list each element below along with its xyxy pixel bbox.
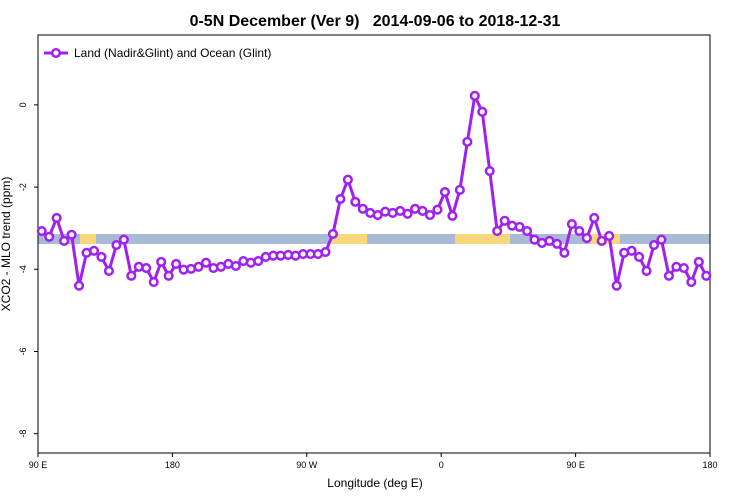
data-point: [103, 265, 114, 276]
data-point: [111, 239, 122, 251]
land-band: [80, 234, 96, 244]
data-point: [499, 215, 510, 226]
data-point: [44, 231, 55, 242]
plot-frame: [37, 34, 711, 454]
land-band: [455, 234, 510, 244]
x-tick-label: 180: [165, 460, 180, 470]
data-point: [402, 208, 413, 219]
data-point: [200, 257, 212, 268]
y-tick-label: -2: [18, 183, 28, 191]
data-point: [686, 276, 697, 288]
chart-title: 0-5N December (Ver 9) 2014-09-06 to 2018…: [190, 13, 561, 30]
data-point: [118, 234, 129, 245]
data-point: [611, 280, 622, 291]
legend-label: Land (Nadir&Glint) and Ocean (Glint): [74, 46, 271, 60]
data-point: [193, 261, 204, 272]
x-tick-label: 90 W: [296, 460, 318, 470]
data-point: [604, 230, 615, 242]
data-point: [171, 258, 182, 269]
data-point: [626, 245, 637, 256]
ocean-band: [38, 234, 710, 244]
data-point: [574, 226, 585, 237]
data-point: [634, 251, 645, 262]
data-point: [126, 270, 137, 281]
data-point: [439, 186, 450, 198]
data-point: [477, 106, 488, 117]
data-point: [51, 212, 62, 223]
data-point: [74, 280, 85, 291]
data-point: [156, 256, 167, 267]
data-point: [641, 265, 652, 276]
x-tick-label: 0: [439, 460, 444, 470]
x-axis-label: Longitude (deg E): [327, 476, 422, 490]
data-point: [327, 228, 338, 239]
data-point: [559, 247, 570, 258]
data-point: [417, 205, 428, 216]
y-tick-label: -8: [18, 430, 28, 438]
data-point: [447, 210, 458, 221]
data-point: [253, 256, 264, 267]
data-point: [551, 238, 562, 249]
data-point: [454, 184, 465, 196]
data-point: [88, 245, 100, 256]
data-point: [148, 276, 159, 288]
x-tick-label: 180: [702, 460, 717, 470]
data-point: [462, 136, 473, 147]
data-point: [492, 226, 503, 237]
data-point: [589, 212, 600, 223]
data-point: [230, 260, 241, 272]
data-point: [701, 270, 712, 281]
data-point: [320, 246, 331, 258]
data-point: [350, 196, 361, 207]
data-point: [648, 239, 660, 251]
data-point: [59, 235, 70, 246]
x-tick-label: 90 E: [566, 460, 585, 470]
data-point: [484, 165, 495, 177]
data-point: [596, 235, 607, 246]
data-point: [469, 90, 480, 101]
data-point: [357, 203, 368, 214]
series-line: [40, 90, 708, 287]
data-point: [36, 226, 47, 237]
data-point: [432, 204, 443, 215]
legend-marker: [50, 47, 62, 59]
data-point: [693, 256, 704, 267]
data-point: [163, 270, 174, 281]
data-point: [522, 226, 533, 237]
data-point: [335, 193, 346, 205]
data-point: [656, 234, 667, 245]
land-band: [329, 234, 367, 244]
x-tick-label: 90 E: [29, 460, 48, 470]
y-tick-label: 0: [18, 102, 28, 107]
data-point: [514, 221, 525, 232]
data-point: [678, 262, 689, 274]
data-point: [581, 232, 592, 244]
y-tick-label: -6: [18, 347, 28, 355]
data-point: [566, 219, 577, 230]
data-point: [424, 209, 436, 221]
data-point: [141, 262, 152, 274]
y-axis-label: XCO2 - MLO trend (ppm): [0, 177, 13, 312]
data-point: [96, 251, 107, 262]
data-point: [663, 270, 674, 281]
data-point: [342, 174, 353, 185]
y-tick-label: -4: [18, 265, 28, 273]
data-point: [66, 229, 77, 240]
